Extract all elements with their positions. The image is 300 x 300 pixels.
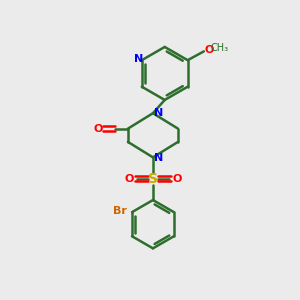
Text: CH₃: CH₃ — [211, 43, 229, 53]
Text: N: N — [154, 153, 163, 163]
Text: O: O — [124, 174, 134, 184]
Text: S: S — [148, 172, 158, 186]
Text: O: O — [94, 124, 103, 134]
Text: Br: Br — [113, 206, 127, 216]
Text: O: O — [205, 45, 214, 55]
Text: O: O — [172, 174, 182, 184]
Text: N: N — [154, 108, 163, 118]
Text: N: N — [134, 54, 143, 64]
